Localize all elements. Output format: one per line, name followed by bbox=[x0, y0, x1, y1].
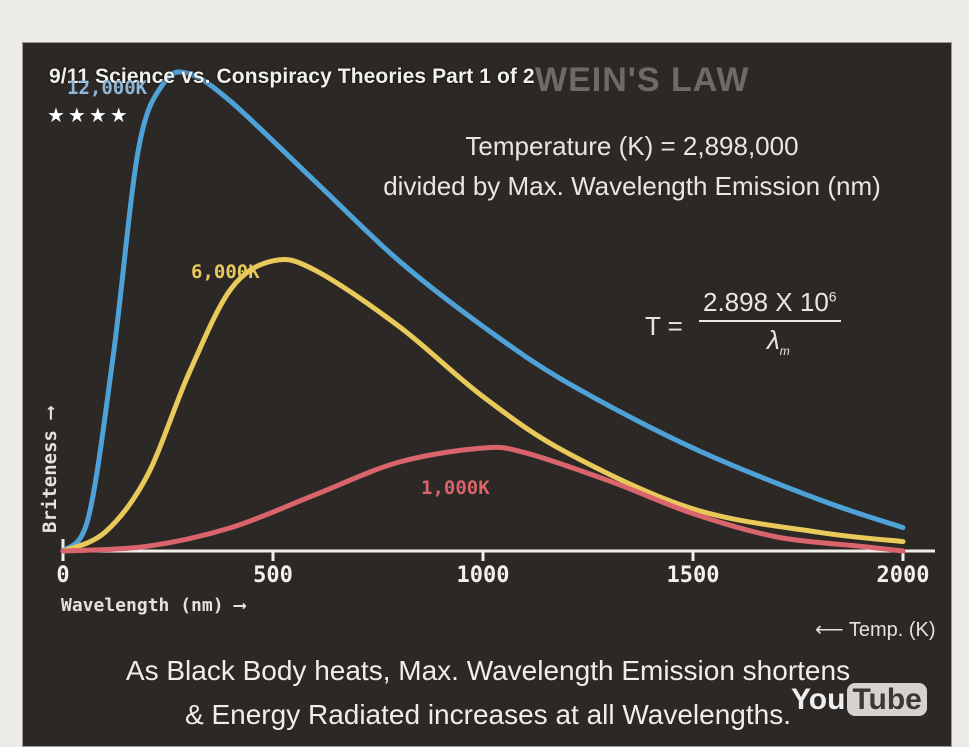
series-line-6000k bbox=[60, 256, 906, 554]
series-line-1000k bbox=[60, 444, 906, 554]
wien-chart bbox=[60, 69, 935, 561]
equation-lhs: T = bbox=[645, 311, 683, 341]
x-tick-label: 2000 bbox=[876, 563, 930, 588]
caption-line-1: As Black Body heats, Max. Wavelength Emi… bbox=[125, 655, 851, 686]
series-label: 12,000K bbox=[67, 77, 148, 99]
youtube-logo[interactable]: You Tube bbox=[791, 683, 927, 717]
video-frame[interactable]: WEIN'S LAW 9/11 Science vs. Conspiracy T… bbox=[22, 42, 952, 747]
video-title[interactable]: 9/11 Science vs. Conspiracy Theories Par… bbox=[49, 65, 535, 88]
slide-title: WEIN'S LAW bbox=[535, 61, 750, 99]
y-axis-label: Briteness ⟶ bbox=[39, 407, 61, 533]
formula-line-1: Temperature (K) = 2,898,000 bbox=[465, 131, 799, 161]
arrow-right-icon: ⟶ bbox=[234, 595, 246, 616]
rating-stars: ★★★★ bbox=[47, 105, 131, 127]
x-tick-label: 1500 bbox=[666, 563, 720, 588]
equation-denominator: λm bbox=[767, 325, 790, 359]
series-label: 6,000K bbox=[191, 261, 260, 283]
x-tick-label: 0 bbox=[56, 563, 70, 588]
formula-line-2: divided by Max. Wavelength Emission (nm) bbox=[383, 171, 881, 201]
arrow-left-icon: ⟵ bbox=[815, 619, 844, 641]
caption-line-2: & Energy Radiated increases at all Wavel… bbox=[185, 699, 791, 730]
arrow-right-icon: ⟶ bbox=[39, 407, 61, 419]
equation-numerator: 2.898 X 106 bbox=[699, 287, 841, 322]
x-tick-label: 1000 bbox=[456, 563, 510, 588]
x-axis-label: Wavelength (nm) ⟶ bbox=[61, 595, 246, 616]
series-label: 1,000K bbox=[421, 477, 490, 499]
series-line-12000k bbox=[60, 69, 906, 554]
temp-label: ⟵ Temp. (K) bbox=[815, 619, 936, 641]
x-tick-label: 500 bbox=[253, 563, 293, 588]
